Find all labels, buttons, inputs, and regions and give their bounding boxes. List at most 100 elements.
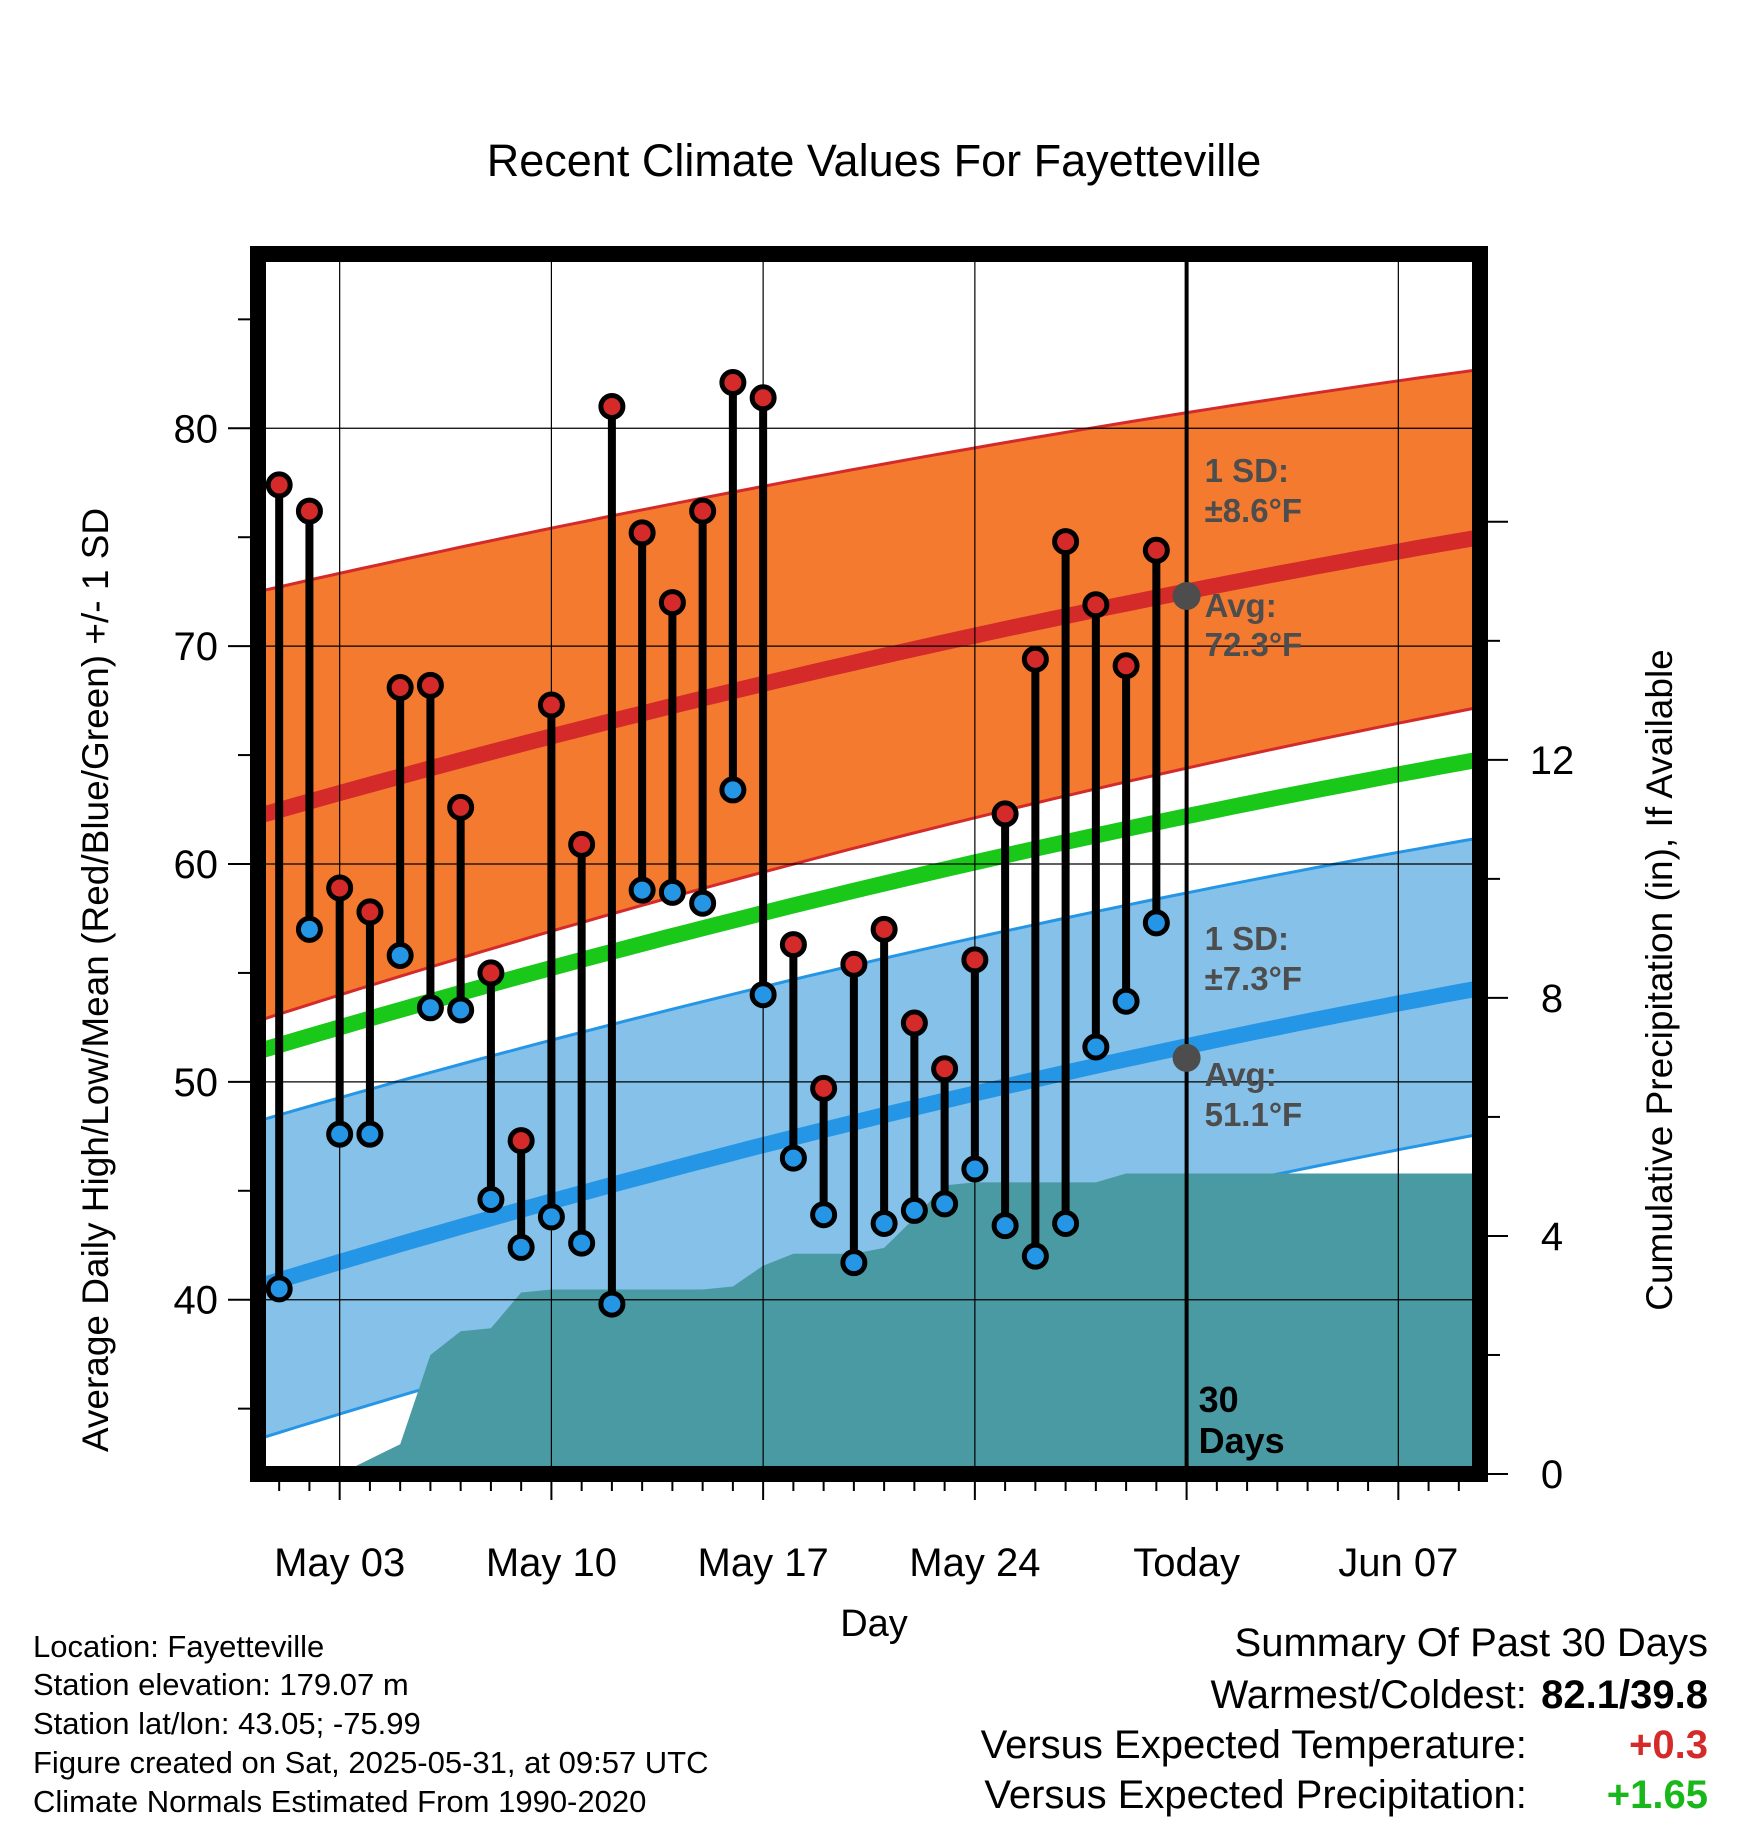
summary-temp-value: +0.3 <box>1629 1723 1708 1767</box>
high-average-line <box>258 529 1480 824</box>
high-point <box>991 800 1019 828</box>
info-location: Location: Fayetteville <box>33 1629 325 1664</box>
y2-tick-label: 12 <box>1530 739 1575 783</box>
info-elevation: Station elevation: 179.07 m <box>33 1667 409 1702</box>
summary-temperature: Versus Expected Temperature: +0.3 <box>981 1720 1708 1770</box>
high-sd-band <box>258 369 1480 1021</box>
summary-precipitation: Versus Expected Precipitation: +1.65 <box>984 1770 1708 1820</box>
high-point <box>537 691 565 719</box>
today-days-label: Days <box>1199 1420 1285 1461</box>
low-avg-today-marker <box>1172 1043 1201 1072</box>
high-point <box>840 950 868 978</box>
low-avg-label: Avg: <box>1205 1056 1277 1093</box>
x-tick-label: Today <box>1133 1541 1240 1585</box>
summary-temp-label: Versus Expected Temperature: <box>980 1723 1527 1767</box>
low-average-line <box>258 980 1480 1295</box>
high-sd-value: ±8.6°F <box>1205 492 1302 529</box>
high-point <box>568 830 596 858</box>
high-point <box>386 674 414 702</box>
high-point <box>810 1074 838 1102</box>
y-axis-label: Average Daily High/Low/Mean (Red/Blue/Gr… <box>75 508 116 1452</box>
summary-warm-label: Warmest/Coldest: <box>1210 1673 1527 1717</box>
high-avg-label: Avg: <box>1205 587 1277 624</box>
high-point <box>447 793 475 821</box>
x-tick-label: May 03 <box>274 1541 405 1585</box>
high-point <box>598 393 626 420</box>
high-avg-value: 72.3°F <box>1205 626 1303 663</box>
low-point <box>1082 1033 1110 1061</box>
low-point <box>779 1144 807 1172</box>
y-tick-label: 40 <box>174 1279 219 1323</box>
x-axis-label: Day <box>840 1603 908 1645</box>
low-point <box>447 996 475 1024</box>
high-point <box>507 1127 535 1155</box>
high-point <box>689 497 717 525</box>
high-point <box>295 497 323 525</box>
high-sd-upper-line <box>258 368 1480 594</box>
low-point <box>749 981 777 1009</box>
y-tick-label: 70 <box>174 625 219 669</box>
high-point <box>477 959 505 987</box>
high-point <box>356 898 384 926</box>
low-point <box>477 1186 505 1213</box>
high-point <box>416 671 444 699</box>
low-point <box>598 1290 626 1318</box>
high-point <box>265 471 293 499</box>
low-sd-upper-line <box>258 836 1480 1123</box>
low-point <box>658 878 686 906</box>
x-tick-label: Jun 07 <box>1338 1541 1458 1585</box>
low-point <box>1052 1209 1080 1237</box>
low-point <box>356 1120 384 1148</box>
chart-title: Recent Climate Values For Fayetteville <box>487 135 1261 186</box>
high-sd-label: 1 SD: <box>1205 452 1289 489</box>
plot-frame <box>250 246 1488 1482</box>
info-latlon: Station lat/lon: 43.05; -75.99 <box>33 1706 421 1741</box>
high-point <box>658 589 686 617</box>
low-point <box>931 1190 959 1218</box>
y-tick-label: 50 <box>174 1061 219 1105</box>
summary-warmest-coldest: Warmest/Coldest: 82.1/39.8 <box>1211 1670 1709 1720</box>
axes: 40 50 60 70 80 0 4 8 12 May 03 May 10 May 17 May 24 T… <box>174 246 1575 1585</box>
high-avg-today-marker <box>1172 582 1201 611</box>
x-tick-label: May 24 <box>909 1541 1040 1585</box>
low-sd-label: 1 SD: <box>1205 920 1289 957</box>
low-point <box>1142 909 1170 937</box>
low-point <box>961 1155 989 1183</box>
low-point <box>689 889 717 917</box>
low-point <box>416 994 444 1022</box>
low-point <box>840 1249 868 1277</box>
today-days-number: 30 <box>1199 1379 1239 1420</box>
low-point <box>628 876 656 904</box>
high-point <box>870 915 898 943</box>
low-point <box>568 1229 596 1257</box>
low-point <box>1021 1242 1049 1270</box>
high-point <box>1052 528 1080 556</box>
summary-precip-label: Versus Expected Precipitation: <box>984 1773 1527 1817</box>
high-point <box>326 874 354 902</box>
y2-tick-label: 8 <box>1541 977 1563 1021</box>
summary-warm-value: 82.1/39.8 <box>1541 1673 1708 1717</box>
precipitation-area <box>279 1173 1480 1474</box>
high-point <box>719 369 747 397</box>
low-point <box>265 1275 293 1303</box>
low-point <box>810 1201 838 1229</box>
high-point <box>1112 652 1140 680</box>
high-point <box>779 931 807 959</box>
x-tick-label: May 10 <box>486 1541 617 1585</box>
low-point <box>537 1203 565 1231</box>
low-point <box>900 1196 928 1224</box>
low-point <box>1112 987 1140 1015</box>
info-normals: Climate Normals Estimated From 1990-2020 <box>33 1784 647 1819</box>
low-sd-value: ±7.3°F <box>1205 960 1302 997</box>
low-point <box>386 942 414 969</box>
y2-tick-label: 4 <box>1541 1215 1563 1259</box>
low-point <box>719 776 747 804</box>
info-created: Figure created on Sat, 2025-05-31, at 09… <box>33 1745 709 1780</box>
high-point <box>1082 591 1110 619</box>
low-point <box>870 1209 898 1237</box>
low-point <box>295 915 323 943</box>
low-point <box>991 1212 1019 1240</box>
low-point <box>507 1233 535 1261</box>
